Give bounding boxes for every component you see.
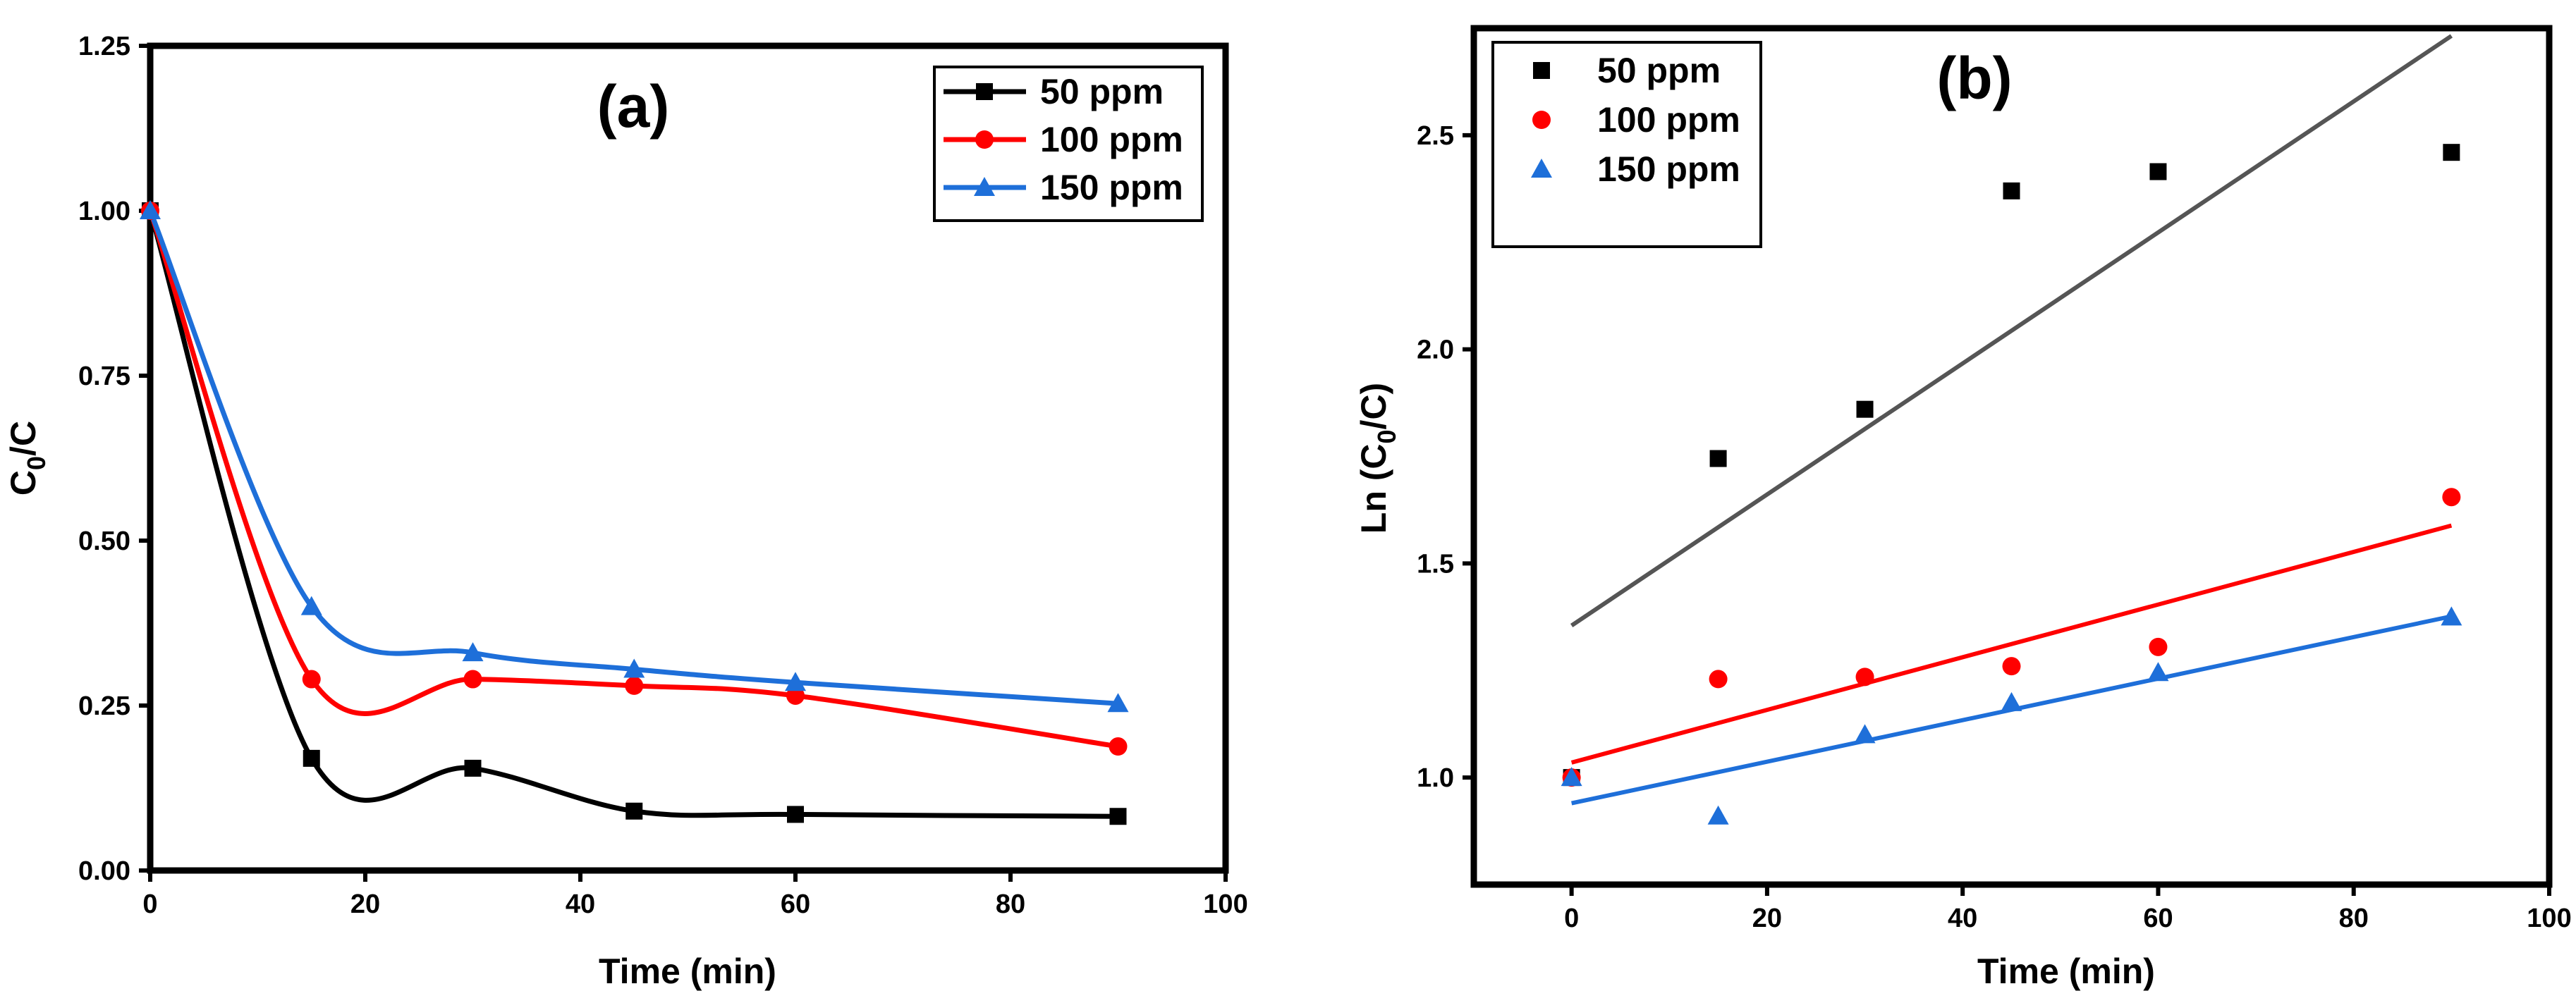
panel-a-data-point-0-2 <box>464 759 482 777</box>
panel-b-x-axis-label: Time (min) <box>1977 952 2155 991</box>
panel-a-data-point-0-3 <box>625 802 643 820</box>
panel-a-y-tick-label: 0.25 <box>78 691 130 721</box>
panel-a-legend-marker-0 <box>976 83 993 100</box>
panel-b-data-point-1-2 <box>1855 667 1874 687</box>
panel-b-data-point-1-3 <box>2002 657 2021 676</box>
panel-b-data-point-2-4 <box>2147 662 2169 682</box>
panel-a-legend-marker-1 <box>975 130 994 149</box>
panel-a-y-tick-label: 1.00 <box>78 197 130 226</box>
panel-a-data-point-2-4 <box>785 672 806 691</box>
panel-a-x-tick-label: 40 <box>566 890 595 919</box>
panel-b-fit-line-1 <box>1570 523 2453 765</box>
panel-a-data-point-2-0 <box>140 200 161 219</box>
panel-a-x-tick-label: 60 <box>781 890 810 919</box>
panel-a-data-point-2-1 <box>300 596 322 615</box>
panel-a-y-tick-label: 0.50 <box>78 527 130 556</box>
panel-b-x-tick-label: 40 <box>1948 904 1977 933</box>
panel-b-legend-label-0: 50 ppm <box>1597 51 1721 90</box>
panel-b-data-point-2-2 <box>1854 724 1876 744</box>
panel-b-y-tick-label: 2.5 <box>1417 121 1454 151</box>
panel-a-data-point-1-5 <box>1109 737 1128 756</box>
panel-a-data-point-2-5 <box>1107 693 1129 713</box>
panel-a-data-point-0-5 <box>1109 808 1127 825</box>
panel-a-data-point-2-2 <box>462 642 484 662</box>
panel-b-x-tick-label: 20 <box>1752 904 1782 933</box>
panel-b-y-tick-label: 1.0 <box>1417 763 1454 793</box>
panel-b-legend-marker-1 <box>1532 111 1551 129</box>
panel-b-data-point-0-3 <box>2003 182 2020 199</box>
panel-a-data-point-1-1 <box>302 670 321 689</box>
panel-a-y-tick-label: 0.75 <box>78 362 130 391</box>
panel-b-plot-frame <box>1470 25 2553 888</box>
panel-a-legend-label-1: 100 ppm <box>1040 120 1183 159</box>
panel-a-x-axis-label: Time (min) <box>599 952 776 991</box>
panel-b-y-axis-label: Ln (C0/C) <box>1354 383 1401 534</box>
panel-b-data-point-1-1 <box>1709 670 1728 689</box>
panel-b-data-point-0-2 <box>1856 400 1874 418</box>
panel-a-data-point-2-3 <box>623 658 645 678</box>
panel-a-x-tick-label: 0 <box>142 890 157 919</box>
panel-b-label: (b) <box>1936 45 2012 111</box>
panel-a-data-point-1-4 <box>786 686 805 705</box>
panel-b-legend-label-1: 100 ppm <box>1597 100 1740 140</box>
panel-a-legend-label-0: 50 ppm <box>1040 72 1164 111</box>
panel-a-series-line-1 <box>147 209 1119 749</box>
panel-a-data-point-0-4 <box>787 806 804 823</box>
panel-b-x-tick-label: 80 <box>2339 904 2369 933</box>
panel-b-legend-marker-0 <box>1533 62 1550 79</box>
panel-b-y-tick-label: 2.0 <box>1417 336 1454 365</box>
panel-a-chart: 0 20 40 60 80 100 0.00 0.25 0.50 0.75 1.00 1.25 (a)… <box>4 32 1248 991</box>
panel-b-data-point-0-4 <box>2149 163 2167 180</box>
panel-a-y-tick-label: 0.00 <box>78 856 130 886</box>
panel-a-legend: 50 ppm 100 ppm 150 ppm <box>933 66 1204 222</box>
panel-b-data-point-0-5 <box>2443 144 2460 161</box>
panel-b-fit-line-0 <box>1570 34 2453 627</box>
panel-b-data-point-2-1 <box>1707 805 1729 825</box>
panel-b-y-tick-label: 1.5 <box>1417 549 1454 579</box>
panel-a-y-axis-label: C0/C <box>4 421 51 496</box>
panel-a-plot-frame <box>147 42 1229 874</box>
panel-a-label: (a) <box>597 73 670 140</box>
panel-b-legend-marker-2 <box>1531 159 1552 178</box>
panel-b-data-point-1-4 <box>2149 637 2168 656</box>
panel-a-series-line-2 <box>147 209 1118 706</box>
panel-b-data-point-2-3 <box>2001 691 2022 711</box>
panel-b-data-point-2-5 <box>2441 606 2462 626</box>
panel-a-data-point-1-3 <box>625 676 644 695</box>
panel-b-x-tick-label: 0 <box>1564 904 1579 933</box>
panel-a-x-tick-label: 100 <box>1203 890 1247 919</box>
panel-b-data-point-0-1 <box>1709 450 1727 467</box>
panel-b-x-tick-label: 100 <box>2527 904 2571 933</box>
panel-a-x-tick-label: 20 <box>350 890 380 919</box>
panel-b-data-point-1-5 <box>2442 488 2461 507</box>
panel-a-legend-label-2: 150 ppm <box>1040 168 1183 207</box>
panel-b-legend: 50 ppm 100 ppm 150 ppm <box>1491 41 1762 248</box>
panel-a-x-tick-label: 80 <box>996 890 1025 919</box>
panel-a-y-tick-label: 1.25 <box>78 32 130 61</box>
panel-a-data-point-0-1 <box>303 749 320 767</box>
panel-a-legend-marker-2 <box>974 177 995 196</box>
panel-a-data-point-1-2 <box>463 670 482 689</box>
panel-b-data-point-2-0 <box>1561 767 1582 787</box>
panel-b-legend-label-2: 150 ppm <box>1597 149 1740 189</box>
panel-a-series-line-0 <box>147 210 1118 819</box>
panel-b-x-tick-label: 60 <box>2143 904 2173 933</box>
